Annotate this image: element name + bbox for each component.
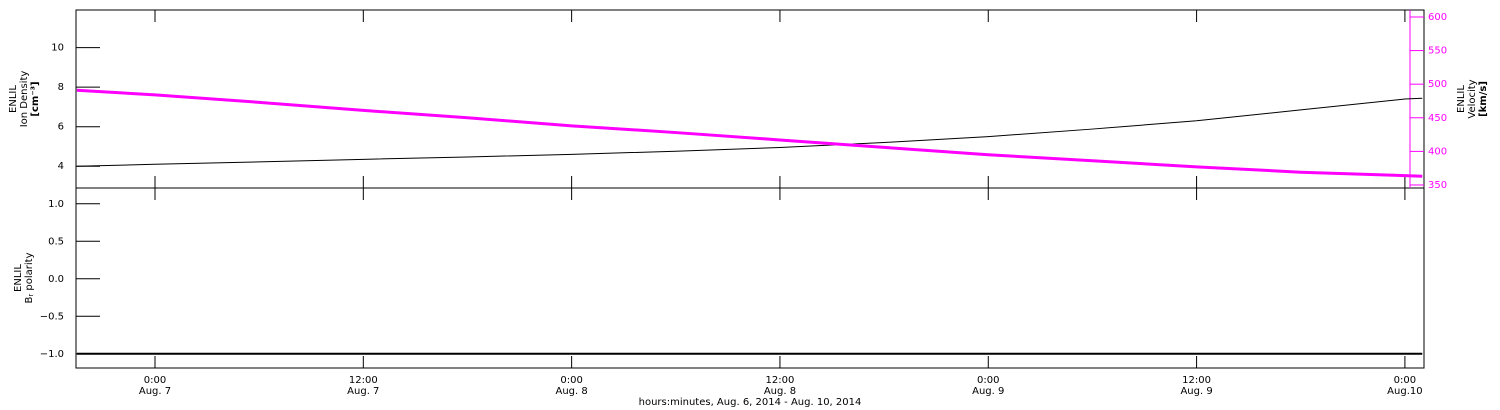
y-axis-title: ENLIL Ion Density [cm⁻³] bbox=[8, 71, 41, 128]
y2-tick-label: 450 bbox=[1428, 113, 1447, 124]
y-tick-label: 0.0 bbox=[48, 274, 64, 285]
y2-axis-title-line: Velocity bbox=[1467, 79, 1478, 118]
y2-tick-label: 350 bbox=[1428, 180, 1447, 191]
y-tick-label: −1.0 bbox=[40, 349, 64, 360]
y-axis-title-line: ENLIL bbox=[8, 85, 19, 113]
y2-tick-label: 600 bbox=[1428, 12, 1447, 23]
y2-axis-title: ENLIL Velocity [km/s] bbox=[1456, 79, 1489, 118]
data-line bbox=[76, 88, 1423, 178]
y-axis-title-part: polarity bbox=[24, 252, 35, 293]
bottom-frame bbox=[75, 187, 1425, 369]
y-axis-title-line: Ion Density bbox=[19, 71, 30, 128]
x-tick-label: 0:00 bbox=[560, 375, 582, 386]
x-tick-date: Aug. 8 bbox=[556, 386, 588, 397]
y-tick-label: 8 bbox=[58, 82, 64, 93]
x-tick-date: Aug.10 bbox=[1387, 386, 1422, 397]
y-axis-title-part: B bbox=[24, 297, 35, 304]
y-tick-label: 10 bbox=[51, 43, 64, 54]
y-axis-title-line: [cm⁻³] bbox=[30, 81, 41, 116]
y2-tick-label: 400 bbox=[1428, 146, 1447, 157]
x-tick-label: 0:00 bbox=[1394, 375, 1416, 386]
x-tick-date: Aug. 7 bbox=[347, 386, 379, 397]
x-tick-label: 12:00 bbox=[349, 375, 378, 386]
y-axis-title-part: r bbox=[27, 294, 35, 297]
x-tick-label: 12:00 bbox=[766, 375, 795, 386]
y2-tick-label: 500 bbox=[1428, 79, 1447, 90]
y-tick-label: 4 bbox=[58, 161, 64, 172]
y-tick-label: 0.5 bbox=[48, 236, 64, 247]
x-tick-label: 0:00 bbox=[977, 375, 999, 386]
x-tick-date: Aug. 9 bbox=[1180, 386, 1212, 397]
y2-axis-title-line: [km/s] bbox=[1478, 81, 1489, 117]
y-tick-label: 1.0 bbox=[48, 199, 64, 210]
x-axis-title: hours:minutes, Aug. 6, 2014 - Aug. 10, 2… bbox=[639, 397, 862, 408]
y-axis-title-line: Br polarity bbox=[24, 252, 35, 303]
y2-axis-title-line: ENLIL bbox=[1456, 85, 1467, 113]
x-tick-date: Aug. 7 bbox=[139, 386, 171, 397]
x-tick-label: 0:00 bbox=[144, 375, 166, 386]
x-tick-date: Aug. 8 bbox=[764, 386, 796, 397]
y-axis-title-line: ENLIL bbox=[13, 264, 24, 292]
x-tick-label: 12:00 bbox=[1182, 375, 1211, 386]
y-tick-label: 6 bbox=[58, 122, 64, 133]
y-tick-label: −0.5 bbox=[40, 311, 64, 322]
data-line bbox=[76, 97, 1423, 167]
y2-tick-label: 550 bbox=[1428, 46, 1447, 57]
x-tick-date: Aug. 9 bbox=[972, 386, 1004, 397]
